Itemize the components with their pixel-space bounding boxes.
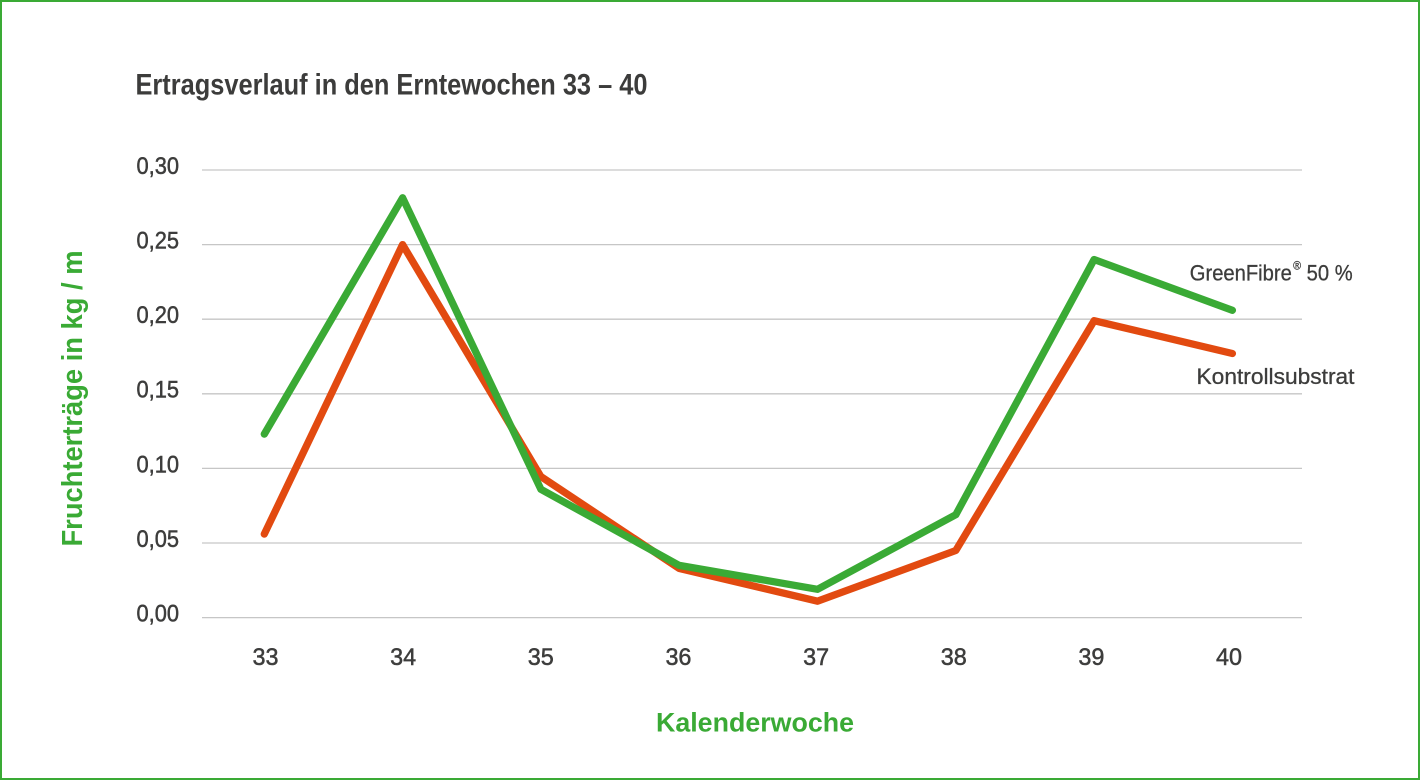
- svg-text:0,10: 0,10: [137, 451, 180, 478]
- svg-text:GreenFibre® 50 %: GreenFibre® 50 %: [1190, 260, 1353, 286]
- svg-text:0,05: 0,05: [137, 526, 180, 553]
- svg-text:36: 36: [665, 644, 691, 671]
- svg-text:Kontrollsubstrat: Kontrollsubstrat: [1197, 364, 1356, 389]
- svg-text:Fruchterträge in kg / m: Fruchterträge in kg / m: [57, 251, 89, 547]
- svg-text:33: 33: [253, 644, 279, 671]
- svg-text:40: 40: [1216, 644, 1242, 671]
- svg-text:0,20: 0,20: [137, 302, 180, 329]
- svg-text:0,25: 0,25: [137, 228, 180, 255]
- svg-text:0,30: 0,30: [137, 153, 180, 180]
- svg-text:35: 35: [528, 644, 554, 671]
- svg-text:0,00: 0,00: [137, 601, 180, 628]
- svg-text:Ertragsverlauf in den Erntewoc: Ertragsverlauf in den Erntewochen 33 – 4…: [136, 69, 648, 102]
- svg-text:39: 39: [1078, 644, 1104, 671]
- svg-text:37: 37: [803, 644, 829, 671]
- svg-text:0,15: 0,15: [137, 377, 180, 404]
- svg-text:Kalenderwoche: Kalenderwoche: [656, 708, 854, 738]
- svg-text:34: 34: [390, 644, 416, 671]
- svg-text:38: 38: [941, 644, 967, 671]
